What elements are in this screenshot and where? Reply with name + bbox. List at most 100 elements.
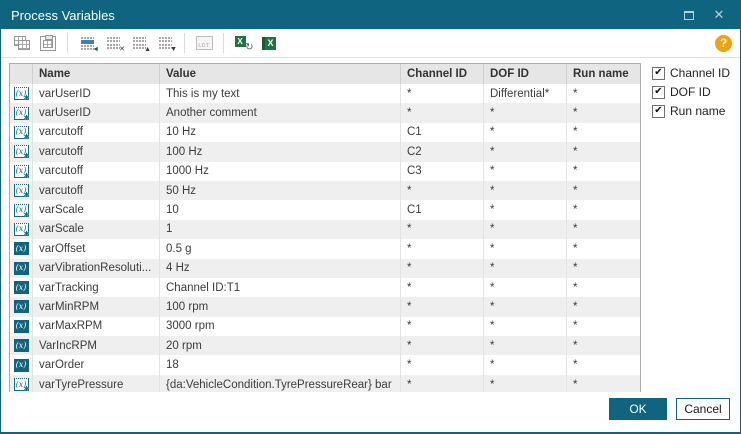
column-header-value[interactable]: Value (160, 64, 401, 84)
column-header-dof-id[interactable]: DOF ID (484, 64, 567, 84)
checkbox-icon[interactable]: ✔ (652, 66, 665, 80)
help-button[interactable]: ? (715, 34, 732, 52)
row-icon-cell[interactable]: (x) (10, 161, 33, 181)
row-icon-cell[interactable]: (x) (10, 180, 33, 201)
close-button[interactable]: ✕ (704, 4, 734, 26)
cell-channel-id[interactable]: * (401, 355, 484, 375)
cell-run-name[interactable]: * (573, 223, 578, 236)
cell-value[interactable]: 20 rpm (160, 336, 401, 356)
column-toggle-channel-id[interactable]: ✔ Channel ID (652, 66, 730, 80)
maximize-button[interactable] (674, 4, 704, 26)
table-row[interactable]: (x) VarIncRPM 20 rpm * * * (10, 336, 640, 356)
cell-dof-id[interactable]: * (484, 142, 567, 162)
row-icon-cell[interactable]: (x) (10, 336, 33, 356)
ok-button[interactable]: OK (609, 398, 667, 420)
move-variable-up-button[interactable]: ▲ (126, 31, 152, 55)
table-row[interactable]: (x)varTyrePressure{da:VehicleCondition.T… (10, 374, 640, 392)
cell-name[interactable]: varVibrationResoluti... (33, 258, 160, 278)
cell-channel-id[interactable]: * (401, 297, 484, 317)
row-icon-cell[interactable]: (x) (10, 103, 33, 123)
cell-name[interactable]: varOrder (33, 355, 160, 375)
cell-channel-id[interactable]: * (401, 258, 484, 278)
cell-dof-id[interactable]: * (484, 103, 567, 123)
cancel-button[interactable]: Cancel (676, 398, 730, 420)
cell-value[interactable]: Channel ID:T1 (160, 277, 401, 298)
cell-value[interactable]: Another comment (160, 103, 401, 123)
cell-channel-id[interactable]: * (401, 277, 484, 298)
row-icon-cell[interactable]: (x) (10, 142, 33, 162)
cell-name[interactable]: varcutoff (33, 142, 160, 162)
cell-dof-id[interactable]: * (484, 180, 567, 201)
row-icon-cell[interactable]: (x) (10, 355, 33, 375)
delete-variable-button[interactable]: ✕ (100, 31, 126, 55)
cell-dof-id[interactable]: * (484, 277, 567, 298)
cell-channel-id[interactable]: * (401, 374, 484, 392)
cell-value[interactable]: 50 Hz (160, 180, 401, 201)
checkbox-icon[interactable]: ✔ (652, 85, 665, 99)
excel-refresh-button[interactable]: X ↻ (230, 31, 256, 55)
cell-name[interactable]: varUserID (33, 84, 160, 104)
row-icon-cell[interactable]: (x) (10, 84, 33, 104)
column-header-run-name[interactable]: Run name (573, 68, 629, 80)
cell-name[interactable]: varUserID (33, 103, 160, 123)
copy-table-button[interactable] (9, 31, 35, 55)
cell-value[interactable]: 0.5 g (160, 239, 401, 259)
cell-dof-id[interactable]: * (484, 200, 567, 220)
cell-value[interactable]: 10 Hz (160, 122, 401, 143)
table-row[interactable]: (x) varVibrationResoluti... 4 Hz * * * (10, 258, 640, 278)
paste-table-button[interactable] (35, 31, 61, 55)
column-toggle-run-name[interactable]: ✔ Run name (652, 104, 730, 118)
row-icon-cell[interactable]: (x) (10, 316, 33, 337)
table-row[interactable]: (x) varMaxRPM 3000 rpm * * * (10, 316, 640, 337)
row-icon-cell[interactable]: (x) (10, 277, 33, 298)
cell-run-name[interactable]: * (573, 165, 578, 178)
row-icon-cell[interactable]: (x) (10, 219, 33, 240)
cell-channel-id[interactable]: * (401, 219, 484, 240)
row-icon-cell[interactable]: (x) (10, 239, 33, 259)
cell-channel-id[interactable]: C1 (401, 122, 484, 143)
cell-dof-id[interactable]: * (484, 258, 567, 278)
cell-name[interactable]: varcutoff (33, 161, 160, 181)
cell-dof-id[interactable]: * (484, 355, 567, 375)
cell-channel-id[interactable]: * (401, 316, 484, 337)
cell-dof-id[interactable]: * (484, 336, 567, 356)
cell-name[interactable]: VarIncRPM (33, 336, 160, 356)
cell-value[interactable]: 100 rpm (160, 297, 401, 317)
cell-name[interactable]: varTyrePressure (33, 374, 160, 392)
cell-value[interactable]: 4 Hz (160, 258, 401, 278)
cell-channel-id[interactable]: C1 (401, 200, 484, 220)
cell-channel-id[interactable]: * (401, 239, 484, 259)
cell-run-name[interactable]: * (573, 320, 578, 333)
cell-channel-id[interactable]: C2 (401, 142, 484, 162)
cell-channel-id[interactable]: * (401, 336, 484, 356)
cell-run-name[interactable]: * (573, 184, 578, 197)
cell-run-name[interactable]: * (573, 204, 578, 217)
cell-value[interactable]: 18 (160, 355, 401, 375)
cell-dof-id[interactable]: * (484, 219, 567, 240)
cell-value[interactable]: This is my text (160, 84, 401, 104)
row-icon-cell[interactable]: (x) (10, 258, 33, 278)
cell-dof-id[interactable]: * (484, 122, 567, 143)
cell-run-name[interactable]: * (573, 262, 578, 275)
column-header-icon[interactable] (10, 64, 33, 84)
row-icon-cell[interactable]: (x) (10, 374, 33, 392)
cell-run-name[interactable]: * (573, 87, 578, 100)
cell-channel-id[interactable]: * (401, 103, 484, 123)
cell-name[interactable]: varOffset (33, 239, 160, 259)
column-header-channel-id[interactable]: Channel ID (401, 64, 484, 84)
cell-dof-id[interactable]: Differential* (484, 84, 567, 104)
table-row[interactable]: (x) varTracking Channel ID:T1 * * * (10, 277, 640, 298)
checkbox-icon[interactable]: ✔ (652, 104, 665, 118)
cell-value[interactable]: 10 (160, 200, 401, 220)
table-row[interactable]: (x) varOffset 0.5 g * * * (10, 239, 640, 259)
cell-run-name[interactable]: * (573, 300, 578, 313)
table-row[interactable]: (x) varOrder 18 * * * (10, 355, 640, 375)
cell-value[interactable]: 1000 Hz (160, 161, 401, 181)
